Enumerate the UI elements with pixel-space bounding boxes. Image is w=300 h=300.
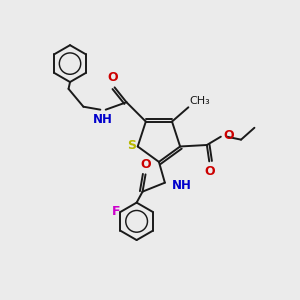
Text: CH₃: CH₃ [190, 96, 210, 106]
Text: NH: NH [93, 113, 113, 126]
Text: O: O [140, 158, 151, 170]
Text: NH: NH [171, 178, 191, 192]
Text: O: O [205, 165, 215, 178]
Text: S: S [127, 140, 136, 152]
Text: O: O [223, 129, 234, 142]
Text: O: O [107, 71, 118, 84]
Text: F: F [111, 205, 120, 218]
